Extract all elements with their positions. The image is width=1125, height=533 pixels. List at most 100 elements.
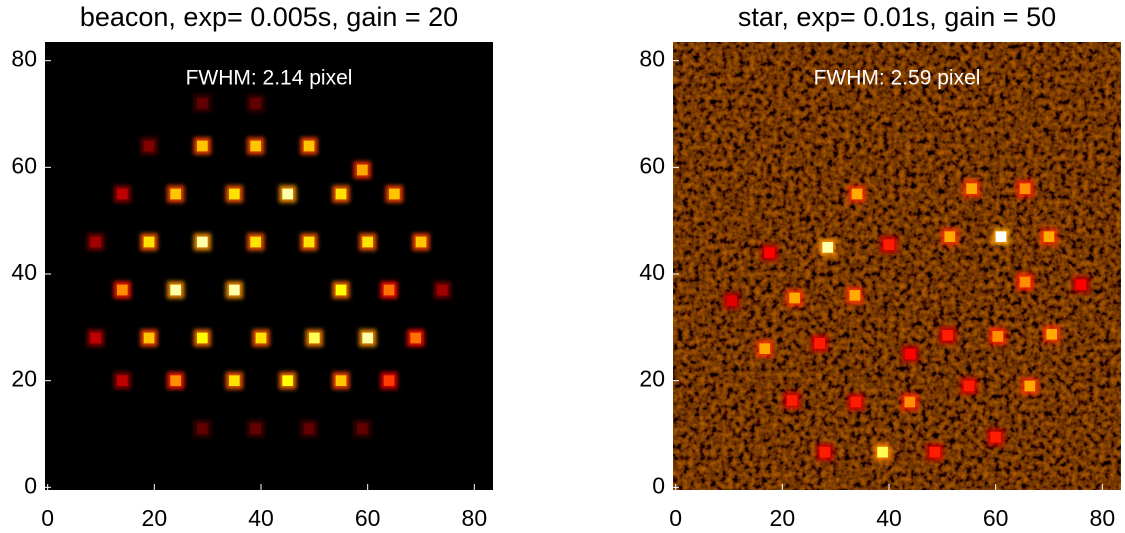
spot (437, 284, 448, 296)
x-tick-label: 0 (41, 505, 54, 531)
spot (383, 375, 395, 386)
spot (250, 236, 261, 248)
spot (383, 284, 395, 296)
spot (849, 290, 861, 301)
chart-title: beacon, exp= 0.005s, gain = 20 (80, 2, 458, 32)
spot (1024, 380, 1036, 392)
spot (170, 284, 181, 296)
spot (759, 343, 771, 354)
spot (357, 423, 368, 434)
spot (143, 332, 155, 344)
spot (303, 423, 315, 434)
spot (877, 446, 888, 458)
y-tick-label: 60 (639, 152, 665, 178)
spot (357, 164, 368, 176)
spot (944, 231, 956, 242)
spot (786, 395, 798, 406)
spot (963, 380, 975, 392)
x-tick-label: 0 (669, 505, 682, 531)
y-tick-label: 0 (24, 472, 37, 498)
y-tick-label: 40 (11, 259, 37, 285)
spot (995, 231, 1007, 242)
spot (851, 188, 863, 200)
spot (850, 396, 862, 408)
spot (229, 188, 240, 200)
x-tick-label: 20 (142, 505, 168, 531)
spot (143, 140, 155, 152)
spot (90, 236, 101, 248)
spot (197, 236, 208, 248)
spot (197, 98, 208, 109)
spot (726, 295, 737, 306)
x-tick-label: 60 (355, 505, 381, 531)
spot (1075, 279, 1087, 290)
spot (117, 284, 128, 296)
y-tick-label: 20 (11, 366, 37, 392)
spot (117, 188, 128, 200)
spot (1019, 183, 1031, 194)
panel (673, 42, 1121, 490)
y-tick-label: 40 (639, 259, 665, 285)
spot (229, 375, 240, 386)
y-tick-label: 20 (639, 366, 665, 392)
spot (822, 242, 833, 253)
spot (250, 423, 261, 434)
spot (90, 332, 101, 344)
spot (143, 236, 155, 248)
y-tick-label: 60 (11, 152, 37, 178)
spot (303, 236, 315, 248)
image-noise (673, 42, 1121, 490)
spot (819, 446, 831, 458)
spot (335, 188, 347, 200)
spot (117, 375, 128, 386)
spot (282, 188, 293, 200)
spot (197, 140, 208, 152)
spot (335, 375, 347, 386)
spot (170, 188, 181, 200)
spot (764, 247, 775, 258)
spot (992, 331, 1004, 342)
image-background (45, 42, 493, 490)
spot (929, 446, 941, 458)
y-tick-label: 80 (11, 46, 37, 72)
spot (942, 330, 953, 341)
spot (197, 423, 208, 434)
panel (45, 42, 493, 490)
spot (250, 140, 261, 152)
x-tick-label: 80 (462, 505, 488, 531)
spot (883, 239, 895, 250)
spot (197, 332, 208, 344)
annotation: FWHM: 2.14 pixel (186, 67, 353, 90)
spot (250, 98, 261, 109)
spot (904, 396, 916, 408)
chart-title: star, exp= 0.01s, gain = 50 (738, 2, 1056, 32)
spot (966, 183, 977, 194)
y-tick-label: 80 (639, 46, 665, 72)
x-tick-label: 40 (248, 505, 274, 531)
spot (410, 332, 421, 344)
spot (309, 332, 320, 344)
spot (389, 188, 400, 200)
spot (1046, 328, 1057, 340)
spot (335, 284, 347, 296)
spot (1019, 276, 1031, 288)
y-tick-label: 0 (652, 472, 665, 498)
spot (282, 375, 293, 386)
spot (362, 332, 373, 344)
x-tick-label: 80 (1090, 505, 1116, 531)
spot (789, 292, 800, 304)
spot (170, 375, 181, 386)
spot (255, 332, 267, 344)
annotation: FWHM: 2.59 pixel (814, 67, 981, 90)
spot (1043, 231, 1055, 242)
spot (415, 236, 427, 248)
spot (990, 431, 1001, 443)
spot (303, 140, 315, 152)
spot (905, 348, 916, 360)
spot (229, 284, 240, 296)
x-tick-label: 40 (876, 505, 902, 531)
spot (362, 236, 373, 248)
x-tick-label: 60 (983, 505, 1009, 531)
x-tick-label: 20 (770, 505, 796, 531)
